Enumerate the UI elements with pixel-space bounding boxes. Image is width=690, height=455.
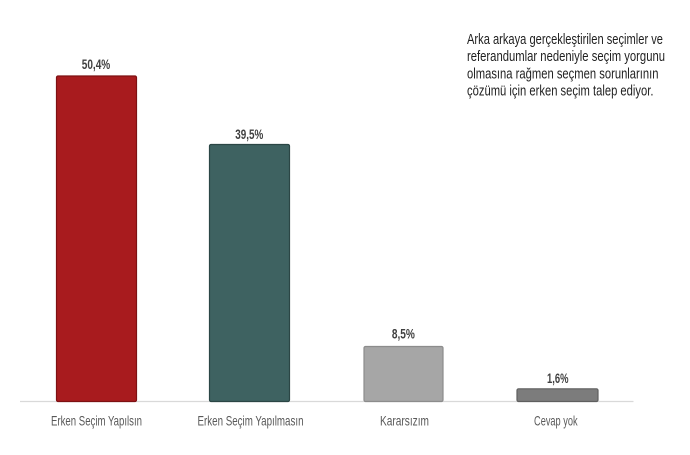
svg-text:olmasına rağmen seçmen sorunla: olmasına rağmen seçmen sorunlarının (467, 66, 659, 82)
svg-text:referandumlar nedeniyle seçim: referandumlar nedeniyle seçim yorgunu (467, 49, 665, 65)
svg-text:çözümü için erken seçim talep: çözümü için erken seçim talep ediyor. (467, 84, 654, 100)
svg-text:Erken Seçim Yapılmasın: Erken Seçim Yapılmasın (198, 413, 304, 429)
svg-text:Cevap yok: Cevap yok (534, 413, 578, 429)
svg-text:50,4%: 50,4% (82, 56, 111, 72)
svg-text:Arka arkaya gerçekleştirilen s: Arka arkaya gerçekleştirilen seçimler ve (467, 32, 663, 48)
svg-text:1,6%: 1,6% (547, 370, 569, 386)
svg-text:Kararsızım: Kararsızım (380, 413, 429, 429)
svg-text:Erken Seçim Yapılsın: Erken Seçim Yapılsın (51, 413, 142, 429)
svg-text:8,5%: 8,5% (392, 325, 415, 341)
svg-text:39,5%: 39,5% (235, 126, 263, 142)
